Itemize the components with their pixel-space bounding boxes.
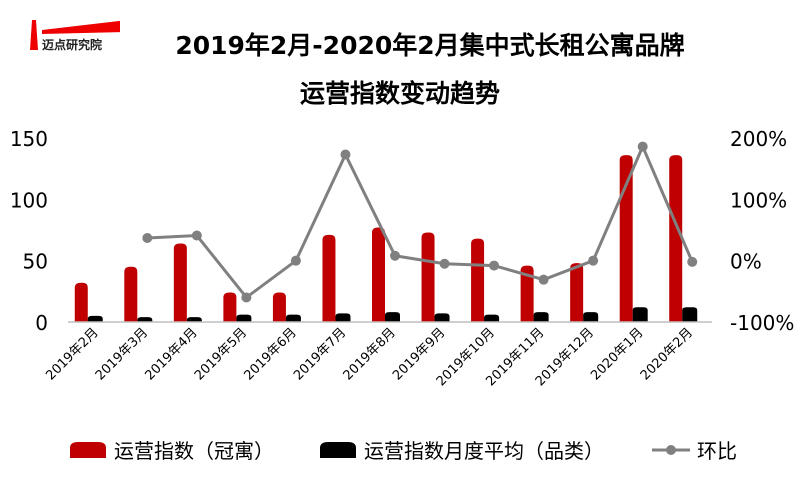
lighthouse-icon	[30, 20, 38, 50]
bar-guanyu	[173, 243, 187, 322]
bar-category-average	[682, 307, 698, 322]
mom-point	[241, 292, 252, 303]
bar-guanyu	[322, 234, 336, 322]
x-axis-tick: 2019年3月	[93, 325, 151, 383]
x-axis-tick: 2020年2月	[638, 325, 696, 383]
bar-guanyu	[520, 265, 534, 322]
legend-swatch-mom-marker	[666, 445, 676, 455]
mom-point	[489, 260, 500, 271]
right-axis-tick: 0%	[730, 250, 762, 274]
bar-category-average	[583, 312, 599, 322]
legend-label: 运营指数月度平均（品类）	[364, 439, 604, 463]
x-axis-tick: 2019年8月	[341, 325, 399, 383]
bar-guanyu	[619, 155, 633, 322]
logo-text: 迈点研究院	[42, 37, 102, 52]
mom-point	[439, 258, 450, 269]
bar-guanyu	[471, 238, 485, 322]
chart-subtitle: 运营指数变动趋势	[299, 79, 500, 108]
x-axis-tick: 2019年7月	[291, 325, 349, 383]
right-axis-tick: -100%	[730, 311, 794, 335]
legend-swatch-guanyu	[70, 442, 106, 458]
mom-line	[147, 142, 694, 300]
legend-swatch-average	[320, 442, 356, 458]
mom-point	[588, 255, 599, 266]
bar-category-average	[484, 314, 500, 322]
bar-guanyu	[372, 227, 385, 322]
bar-guanyu	[74, 282, 88, 322]
x-axis-tick: 2019年4月	[142, 325, 200, 383]
bar-category-average	[533, 312, 549, 322]
bar-category-average	[385, 312, 400, 322]
bar-guanyu	[669, 155, 683, 322]
x-axis-tick: 2019年2月	[43, 325, 101, 383]
bar-category-average	[285, 314, 301, 322]
bar-guanyu	[272, 292, 286, 322]
bar-guanyu	[570, 263, 584, 322]
bar-category-average	[137, 317, 153, 322]
mom-point	[637, 141, 648, 152]
chart-title: 2019年2月-2020年2月集中式长租公寓品牌	[175, 31, 685, 60]
mom-point	[390, 250, 400, 261]
logo: 迈点研究院	[20, 16, 128, 56]
bar-category-average	[632, 307, 648, 322]
bar-category-average	[87, 315, 103, 322]
legend-label: 环比	[697, 439, 737, 463]
bar-category-average	[236, 314, 252, 322]
left-axis-tick: 100	[10, 188, 48, 212]
x-axis-tick: 2019年6月	[242, 325, 300, 383]
mom-point	[142, 232, 153, 243]
mom-point	[290, 255, 301, 266]
right-axis-tick: 100%	[730, 188, 787, 212]
left-axis-tick: 50	[23, 250, 48, 274]
mom-point	[191, 230, 202, 241]
mom-point	[538, 274, 549, 285]
legend-label: 运营指数（冠寓）	[114, 439, 274, 463]
bar-guanyu	[124, 266, 138, 322]
bar-category-average	[434, 313, 450, 322]
mom-point	[687, 256, 698, 267]
right-axis-tick: 200%	[730, 127, 787, 151]
left-axis-tick: 0	[35, 311, 48, 335]
bar-guanyu	[223, 292, 237, 322]
bar-category-average	[186, 317, 202, 322]
mom-point	[340, 149, 351, 160]
bar-category-average	[335, 313, 351, 322]
x-axis-tick: 2019年5月	[192, 325, 250, 383]
left-axis-tick: 150	[10, 127, 48, 151]
bar-guanyu	[421, 232, 435, 322]
x-axis-tick: 2020年1月	[588, 325, 646, 383]
